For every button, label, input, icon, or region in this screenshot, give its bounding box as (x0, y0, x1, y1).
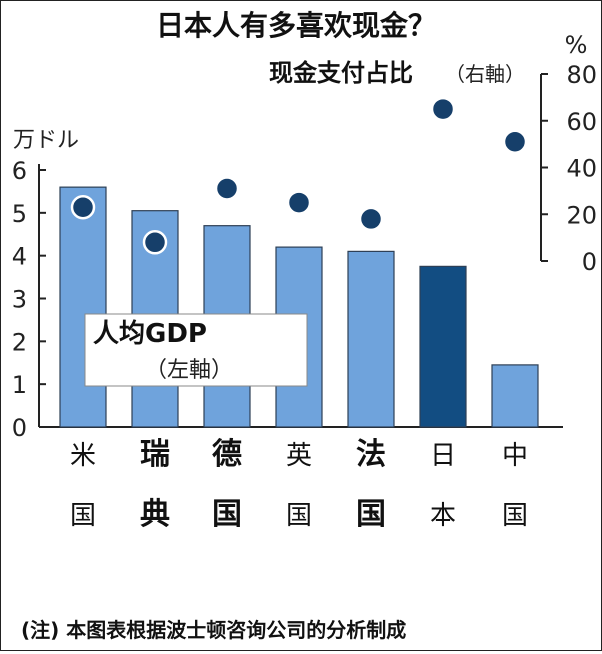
legend-group: 人均GDP （左軸） 现金支付占比 （右軸） (84, 59, 525, 387)
bar-0 (59, 186, 107, 428)
dot-4 (358, 206, 384, 232)
left-tick-label: 5 (12, 200, 27, 228)
left-axis-unit: 万ドル (13, 128, 79, 153)
left-tick-label: 6 (12, 157, 27, 185)
left-tick-label: 2 (12, 328, 27, 356)
chart-title: 日本人有多喜欢现金？ (156, 9, 436, 42)
right-tick-label: 20 (566, 201, 597, 229)
category-label-5-0: 日 (430, 441, 456, 471)
dot-3 (286, 190, 312, 215)
bar-legend-box (84, 313, 308, 387)
dot-legend-name: 现金支付占比 (269, 59, 413, 87)
bar-legend-note: （左軸） (145, 358, 233, 383)
left-tick-label: 3 (12, 286, 27, 314)
dot-2 (214, 176, 240, 201)
category-label-3-1: 国 (286, 501, 312, 531)
left-tick-label: 0 (12, 414, 27, 442)
right-axis-unit: % (565, 31, 588, 59)
category-label-5-1: 本 (430, 501, 456, 531)
dot-5 (430, 96, 456, 122)
category-label-0-0: 米 (70, 441, 96, 471)
footnote: (注) 本图表根据波士顿咨询公司的分析制成 (21, 618, 406, 642)
bars-group (59, 186, 539, 428)
bar-4 (347, 250, 395, 428)
category-label-6-1: 国 (502, 501, 528, 531)
right-tick-label: 60 (566, 108, 597, 136)
category-label-2-1: 国 (212, 497, 242, 532)
category-label-1-0: 瑞 (140, 437, 170, 472)
category-label-3-0: 英 (286, 441, 312, 471)
left-tick-label: 1 (12, 371, 27, 399)
category-label-1-1: 典 (140, 497, 170, 532)
category-label-4-1: 国 (356, 497, 386, 532)
right-tick-label: 80 (566, 61, 597, 89)
bar-legend-name: 人均GDP (93, 319, 207, 349)
left-tick-label: 4 (12, 243, 27, 271)
dot-1 (142, 230, 168, 255)
bar-5 (419, 265, 467, 428)
dot-6 (502, 129, 528, 155)
right-tick-label: 40 (566, 155, 597, 183)
dots-group (70, 96, 528, 255)
dot-legend-note: （右軸） (445, 62, 525, 86)
category-label-2-0: 德 (212, 437, 242, 472)
axes-group: 0 1 2 3 4 5 6 万ドル 0 20 40 60 80% (12, 31, 597, 442)
category-label-6-0: 中 (502, 441, 528, 471)
category-label-4-0: 法 (356, 437, 386, 472)
right-tick-label: 0 (582, 248, 597, 276)
category-label-0-1: 国 (70, 501, 96, 531)
dot-0 (70, 194, 96, 220)
bar-6 (491, 364, 539, 428)
